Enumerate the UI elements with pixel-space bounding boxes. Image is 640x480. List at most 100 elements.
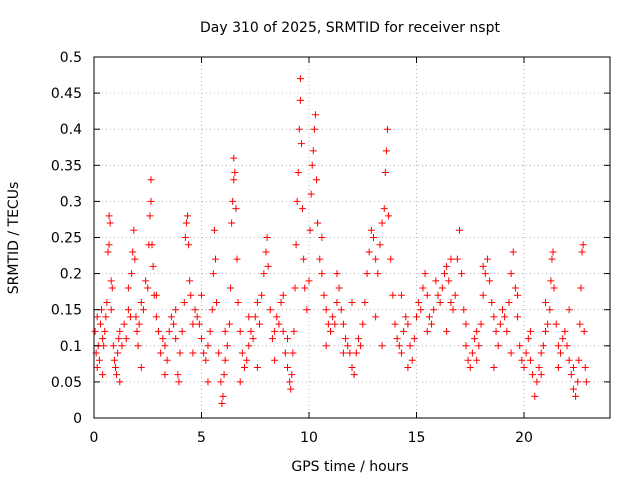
- data-points: [91, 75, 590, 408]
- data-point: [187, 291, 195, 299]
- data-point: [391, 320, 399, 328]
- data-point: [306, 226, 314, 234]
- data-point: [449, 306, 457, 314]
- data-point: [419, 284, 427, 292]
- data-point: [234, 298, 242, 306]
- data-point: [175, 378, 183, 386]
- data-point: [313, 176, 321, 184]
- data-point: [284, 335, 291, 343]
- data-point: [400, 327, 408, 335]
- data-point: [511, 284, 519, 292]
- data-point: [458, 270, 466, 278]
- data-point: [142, 277, 150, 285]
- data-point: [567, 371, 575, 379]
- data-point: [333, 298, 341, 306]
- data-point: [223, 342, 231, 350]
- data-point: [184, 212, 192, 220]
- data-point: [296, 96, 304, 104]
- data-point: [354, 335, 362, 343]
- data-point: [434, 291, 442, 299]
- data-point: [423, 291, 431, 299]
- data-point: [524, 335, 532, 343]
- data-point: [295, 125, 303, 133]
- data-point: [290, 327, 298, 335]
- data-point: [380, 205, 388, 213]
- data-point: [107, 277, 115, 285]
- data-point: [105, 212, 113, 220]
- data-point: [385, 212, 393, 220]
- data-point: [220, 371, 228, 379]
- data-point: [209, 270, 217, 278]
- data-point: [130, 226, 138, 234]
- data-point: [415, 298, 423, 306]
- data-point: [124, 284, 132, 292]
- data-point: [178, 327, 186, 335]
- data-point: [232, 205, 240, 213]
- y-tick-label: 0.35: [51, 158, 82, 174]
- data-point: [342, 335, 350, 343]
- data-point: [288, 371, 296, 379]
- data-point: [260, 270, 268, 278]
- data-point: [137, 363, 145, 371]
- data-point: [576, 320, 584, 328]
- data-point: [393, 335, 401, 343]
- data-point: [96, 320, 104, 328]
- data-point: [174, 371, 182, 379]
- data-point: [129, 248, 137, 256]
- data-point: [202, 356, 210, 364]
- data-point: [544, 320, 552, 328]
- data-point: [483, 255, 491, 263]
- data-point: [95, 356, 103, 364]
- data-point: [149, 262, 157, 270]
- data-point: [542, 327, 549, 335]
- data-point: [181, 234, 189, 241]
- data-point: [492, 327, 500, 335]
- data-point: [490, 313, 498, 321]
- data-point: [310, 125, 318, 133]
- data-point: [397, 291, 405, 299]
- data-point: [488, 298, 496, 306]
- data-point: [186, 277, 194, 285]
- data-point: [542, 298, 549, 306]
- data-point: [509, 248, 517, 256]
- data-point: [447, 298, 455, 306]
- data-point: [147, 197, 155, 205]
- data-point: [286, 378, 294, 386]
- data-point: [572, 392, 580, 400]
- data-point: [579, 241, 587, 249]
- data-point: [329, 313, 337, 321]
- data-point: [453, 255, 461, 263]
- data-point: [443, 262, 451, 270]
- data-point: [146, 212, 154, 220]
- data-point: [526, 356, 534, 364]
- data-point: [428, 320, 436, 328]
- data-point: [383, 125, 391, 133]
- y-tick-label: 0.5: [60, 50, 82, 66]
- data-point: [229, 197, 237, 205]
- data-point: [320, 291, 328, 299]
- data-point: [236, 378, 244, 386]
- data-point: [557, 349, 565, 357]
- data-point: [155, 327, 162, 335]
- data-point: [91, 327, 99, 335]
- data-point: [413, 313, 420, 321]
- data-point: [163, 356, 171, 364]
- data-point: [464, 356, 472, 364]
- y-tick-label: 0: [73, 411, 82, 427]
- data-point: [376, 241, 384, 249]
- data-point: [277, 298, 285, 306]
- data-point: [262, 248, 270, 256]
- data-point: [581, 363, 589, 371]
- data-point: [167, 313, 175, 321]
- data-point: [99, 371, 107, 379]
- data-point: [318, 234, 326, 241]
- data-point: [421, 270, 429, 278]
- data-point: [218, 400, 226, 408]
- data-point: [548, 255, 556, 263]
- data-point: [563, 342, 571, 350]
- data-point: [322, 342, 330, 350]
- data-point: [507, 270, 515, 278]
- data-point: [284, 363, 291, 371]
- data-point: [159, 335, 167, 343]
- data-point: [445, 277, 453, 285]
